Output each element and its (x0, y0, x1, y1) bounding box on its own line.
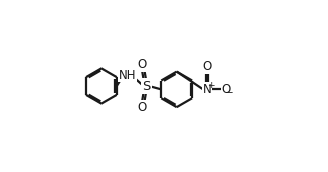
Text: O: O (137, 101, 147, 114)
Text: NH: NH (119, 68, 136, 82)
Text: O: O (137, 58, 147, 71)
Text: O: O (202, 60, 212, 73)
Text: O: O (221, 83, 230, 96)
Text: −: − (225, 88, 234, 98)
Text: N: N (203, 83, 212, 96)
Text: +: + (207, 81, 215, 90)
Text: S: S (142, 79, 151, 93)
